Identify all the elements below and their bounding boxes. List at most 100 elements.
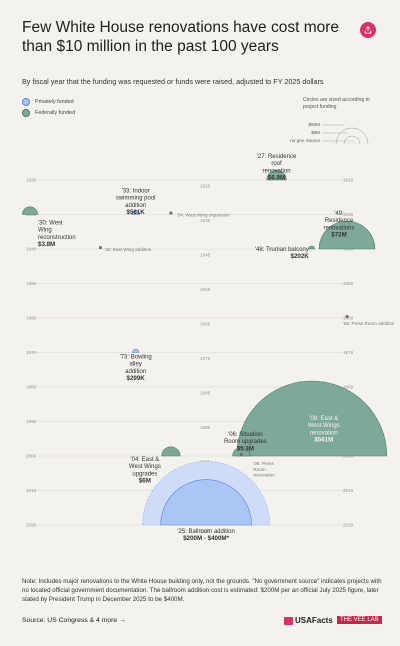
legend-swatch-private (22, 97, 30, 106)
project-bubble (22, 206, 38, 215)
no-source-marker (345, 315, 349, 318)
project-label-line: Room (253, 467, 265, 472)
project-label-line: '06: Press (253, 461, 274, 466)
legend-item-federal: Federally funded (22, 107, 75, 118)
project-bubble (266, 169, 287, 181)
tick-label-decade-end: 1979 (343, 350, 354, 355)
project-label: '42: East Wing addition (104, 247, 151, 252)
project-label-line: Residence (325, 218, 354, 224)
project-label-line: addition (125, 203, 146, 209)
share-button[interactable] (360, 22, 376, 38)
project-label-line: '73: Bowling (120, 355, 152, 361)
no-source-marker (169, 211, 173, 215)
usafacts-logo[interactable]: USAFacts (284, 616, 333, 625)
project-amount-label: $561K (127, 209, 146, 216)
tick-label-decade-start: 1980 (26, 385, 37, 390)
tick-label-decade-start: 1960 (26, 316, 37, 321)
legend-label-federal: Federally funded (35, 109, 76, 116)
footnote: Note: Includes major renovations to the … (22, 578, 382, 604)
tick-label-decade-mid: 2025 (200, 529, 211, 534)
project-bubble (232, 447, 251, 457)
tick-label-decade-end: 1969 (343, 316, 354, 321)
project-label-line: renovation (253, 473, 275, 478)
tick-label-decade-start: 2010 (26, 488, 37, 493)
project-label-line: '34: West Wing expansion (177, 213, 230, 218)
project-label-line: '69: Press Room addition (343, 321, 395, 326)
tick-label-decade-end: 1989 (343, 385, 354, 390)
chart-title: Few White House renovations have cost mo… (22, 19, 340, 55)
project-label: '69: Press Room addition (343, 321, 395, 326)
project-label-line: West Wings (129, 464, 161, 470)
project-label-line: alley (129, 362, 141, 368)
tick-label-decade-mid: 1965 (200, 322, 211, 327)
no-source-marker (239, 453, 243, 456)
project-label-line: reconstruction (38, 235, 76, 241)
project-label-line: renovation (263, 168, 291, 174)
project-label-line: West Wings (308, 423, 340, 429)
share-icon (364, 26, 372, 34)
project-label-line: '04: East & (130, 457, 159, 463)
source-link[interactable]: Source: US Congress & 4 more → (22, 617, 126, 624)
tick-label-decade-start: 1920 (26, 178, 37, 183)
brand-name: USAFacts (295, 616, 333, 625)
tick-label-decade-mid: 1925 (200, 184, 211, 189)
size-legend-label-large: $90M (309, 122, 321, 127)
project-label-line: upgrades (132, 471, 157, 477)
legend-swatch-federal (22, 108, 30, 117)
tick-label-decade-start: 2000 (26, 454, 37, 459)
tick-label-decade-end: 2019 (343, 488, 354, 493)
project-marks (22, 169, 388, 526)
project-bubble (161, 446, 181, 457)
project-bubble (318, 220, 376, 250)
project-bubble (131, 210, 140, 215)
project-bubble (132, 349, 140, 353)
tick-label-decade-end: 1939 (343, 212, 354, 217)
project-bubble (308, 245, 316, 250)
size-legend-label-none: no gov. source (290, 138, 320, 143)
project-amount-label: $72M (331, 232, 346, 239)
tick-label-decade-end: 2029 (343, 523, 354, 528)
project-label-line: Room upgrades (224, 439, 267, 445)
project-label-line: '49: (334, 211, 344, 217)
size-legend-note: Circles are sized according to project f… (303, 97, 370, 110)
source-label: Source: US Congress & 4 more (22, 617, 118, 624)
tick-label-decade-mid: 1935 (200, 218, 211, 223)
project-amount-label: $5.3M (237, 445, 254, 452)
project-label-line: swimming pool (116, 196, 156, 202)
project-bubble (160, 479, 252, 526)
flag-icon (284, 616, 293, 625)
project-amount-label: $202K (291, 253, 310, 260)
arrow-right-icon: → (119, 617, 126, 624)
project-bubble (236, 380, 388, 457)
project-label-line: renovation (310, 430, 338, 436)
project-label-line: roof (271, 161, 282, 167)
project-label: '48: Truman balcony$202K (255, 247, 309, 260)
project-label-line: '30: West (38, 221, 63, 227)
tick-label-decade-mid: 1945 (200, 253, 211, 258)
project-label: '25: Ballroom addition$200M - $400M* (177, 529, 235, 542)
tick-label-decade-mid: 1985 (200, 391, 211, 396)
tick-label-decade-start: 1950 (26, 281, 37, 286)
legend: Privately funded Federally funded (22, 96, 75, 118)
tick-label-decade-start: 2020 (26, 523, 37, 528)
project-label-line: '27: Residence (257, 154, 297, 160)
no-source-marker (99, 246, 102, 249)
project-amount-label: $3.8M (38, 241, 55, 248)
project-label-line: addition (125, 369, 146, 375)
project-label-line: Wing (38, 228, 52, 234)
vee-lab-badge: THE VEE LAB (337, 616, 382, 624)
legend-label-private: Privately funded (35, 98, 74, 105)
project-amount-label: $6.9M (268, 175, 285, 182)
tick-label-decade-mid: 1995 (200, 425, 211, 430)
project-amount-label: $299K (127, 375, 146, 382)
project-label-line: renovations (323, 225, 354, 231)
project-label: '34: West Wing expansion (177, 213, 230, 218)
